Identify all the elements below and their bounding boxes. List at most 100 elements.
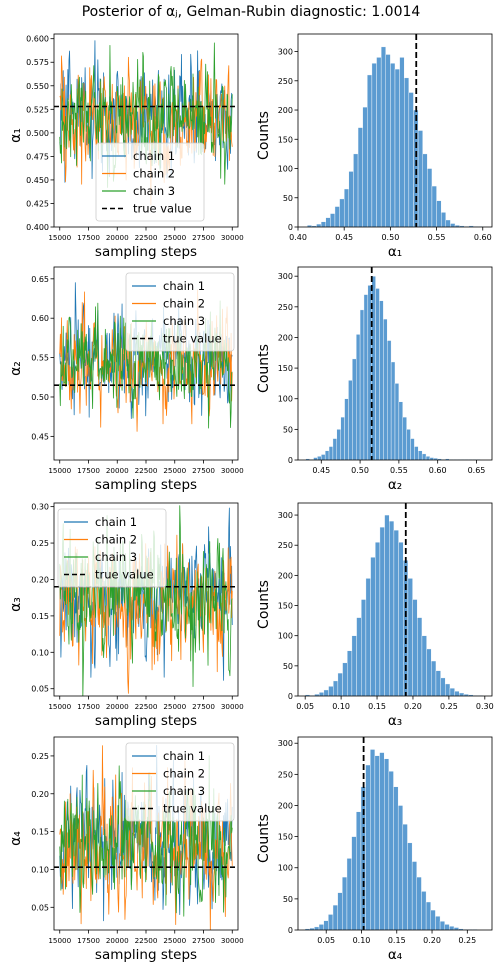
hist-4-bar	[425, 901, 431, 931]
hist-1-ytick-label: 200	[278, 106, 293, 115]
hist-1-bar	[427, 168, 433, 228]
hist-3-bar	[440, 677, 446, 697]
hist-3-xtick-label: 0.15	[368, 702, 386, 711]
hist-2-bar	[321, 454, 326, 461]
hist-3-xtick-label: 0.30	[476, 702, 494, 711]
trace-1-xtick-label: 15000	[48, 233, 71, 242]
hist-2-bar	[340, 416, 345, 461]
trace-3-xtick-label: 22500	[135, 702, 158, 711]
trace-4-ytick-label: 0.20	[31, 790, 49, 799]
trace-1-ytick-label: 0.425	[26, 199, 49, 208]
hist-3-xlabel: α₃	[388, 713, 402, 729]
trace-3-xtick-label: 20000	[106, 702, 129, 711]
trace-4-legend-box	[125, 742, 235, 822]
trace-1-xtick-label: 20000	[106, 233, 129, 242]
trace-3-ytick-label: 0.25	[31, 539, 49, 548]
hist-1-xlabel: α₁	[388, 244, 402, 260]
hist-1-bar	[380, 46, 386, 228]
hist-4-xtick-label: 0.20	[423, 936, 441, 945]
hist-3-ytick-label: 300	[278, 511, 293, 520]
trace-2-xtick-label: 27500	[192, 466, 215, 475]
hist-1-bar	[367, 74, 373, 228]
trace-4-xtick-label: 27500	[192, 936, 215, 945]
hist-4-bar	[411, 861, 417, 931]
hist-3-bar	[333, 680, 339, 697]
hist-2-xtick-label: 0.60	[429, 466, 447, 475]
trace-2-legend: chain 1 chain 2 chain 3 true value	[125, 272, 235, 352]
hist-1-ytick-label: 50	[283, 194, 293, 203]
trace-4-xlabel: sampling steps	[95, 947, 197, 963]
hist-4-bar	[365, 764, 371, 931]
trace-3-ytick-label: 0.15	[31, 612, 49, 621]
hist-2-bar	[317, 456, 322, 461]
hist-1-bar	[385, 54, 391, 228]
hist-4: 0.05 0.10 0.15 0.20 0.25 0 50 100 150 200 250 300 α₄…	[256, 736, 493, 963]
trace-4-legend-label: chain 2	[163, 767, 205, 781]
trace-3-ytick-label: 0.10	[31, 648, 49, 657]
hist-1-bar	[436, 200, 442, 228]
hist-2-ytick-label: 150	[278, 364, 293, 373]
hist-4-bar	[374, 755, 380, 931]
hist-4-ylabel: Counts	[256, 814, 272, 863]
hist-1-bar	[343, 188, 350, 228]
trace-1-legend-label: chain 3	[133, 184, 175, 198]
hist-1-ylabel: Counts	[256, 111, 272, 160]
hist-2-bar	[390, 361, 396, 461]
hist-3-bar	[365, 578, 371, 697]
trace-2-xtick-label: 15000	[48, 466, 71, 475]
trace-1-xtick-label: 30000	[221, 233, 244, 242]
hist-1-bar	[371, 63, 377, 228]
trace-3-ylabel: α₃	[8, 597, 24, 612]
hist-4-xtick-label: 0.25	[458, 936, 476, 945]
trace-1: 15000 17500 20000 22500 25000 27500 30000 0.400…	[8, 33, 244, 260]
trace-2-ytick-label: 0.45	[31, 432, 49, 441]
trace-1-legend-box	[95, 142, 205, 222]
hist-3-xtick-label: 0.20	[404, 702, 422, 711]
hist-1-bar	[334, 206, 340, 228]
hist-2-bar	[410, 438, 415, 461]
trace-4-xtick-label: 30000	[221, 936, 244, 945]
hist-2-bar	[344, 398, 349, 461]
hist-4-ytick-label: 50	[283, 895, 293, 904]
trace-1-ytick-label: 0.500	[26, 129, 49, 138]
hist-4-xlabel: α₄	[388, 947, 402, 963]
trace-4-plot-area	[59, 745, 233, 930]
hist-1-bar	[376, 57, 382, 228]
hist-4-bar	[332, 904, 338, 931]
hist-4-ytick-label: 0	[288, 926, 293, 935]
hist-3-ytick-label: 50	[283, 662, 293, 671]
hist-2-bar	[425, 456, 431, 461]
hist-2-bar	[394, 383, 400, 461]
hist-3: 0.05 0.10 0.15 0.20 0.25 0.30 0 50 100 150 200 250 3…	[256, 502, 494, 729]
trace-3-xtick-label: 30000	[221, 702, 244, 711]
trace-3-xtick-label: 17500	[77, 702, 100, 711]
trace-4-legend-label: chain 3	[163, 784, 205, 798]
trace-3-legend-label: chain 1	[95, 515, 137, 529]
hist-4-bar	[407, 842, 413, 931]
trace-3-legend: chain 1 chain 2 chain 3 true value	[57, 508, 167, 588]
hist-4-ytick-label: 250	[278, 770, 293, 779]
hist-1-bar	[390, 63, 396, 228]
trace-4-ytick-label: 0.15	[31, 828, 49, 837]
hist-1-bar	[362, 106, 368, 228]
trace-2-legend-label: chain 1	[163, 279, 205, 293]
hist-1-ytick-label: 0	[288, 223, 293, 232]
trace-2: 15000 17500 20000 22500 25000 27500 30000 0.45 0…	[8, 266, 244, 493]
hist-2-ytick-label: 0	[288, 456, 293, 465]
hist-3-xtick-label: 0.10	[332, 702, 350, 711]
hist-4-bar	[416, 876, 422, 931]
hist-3-ytick-label: 250	[278, 541, 293, 550]
hist-3-bar	[318, 692, 325, 697]
hist-2-xtick-label: 0.55	[390, 466, 408, 475]
hist-2-ytick-label: 100	[278, 395, 293, 404]
hist-2-bar	[348, 380, 353, 461]
hist-4-ytick-label: 100	[278, 864, 293, 873]
hist-1-ytick-label: 100	[278, 165, 293, 174]
trace-4: 15000 17500 20000 22500 25000 27500 30000 0.05 0…	[8, 736, 244, 963]
hist-3-bar	[435, 670, 441, 697]
trace-2-ylabel: α₂	[8, 361, 24, 376]
trace-2-legend-box	[125, 272, 235, 352]
trace-4-series-3	[59, 755, 233, 917]
hist-4-xtick-label: 0.15	[388, 936, 406, 945]
